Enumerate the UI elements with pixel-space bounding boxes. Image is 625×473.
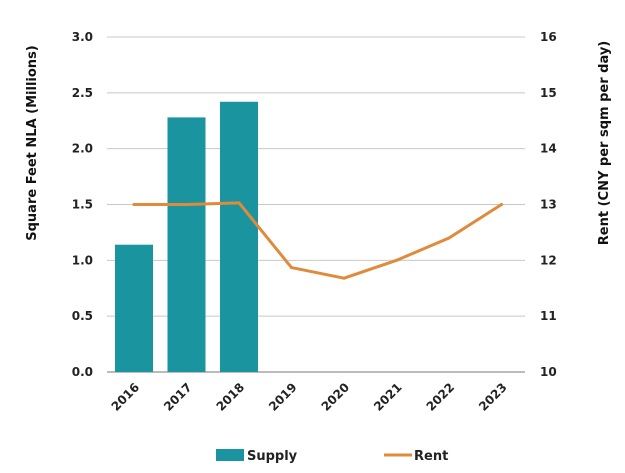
- right-tick-label: 12: [540, 253, 557, 267]
- right-tick-label: 16: [540, 30, 557, 44]
- rent-point: [290, 266, 293, 270]
- rent-point: [447, 236, 451, 240]
- legend-rent-label: Rent: [414, 449, 448, 464]
- right-tick-label: 14: [540, 142, 557, 156]
- left-axis-title: Square Feet NLA (Millions): [25, 45, 40, 241]
- supply-bar: [115, 244, 153, 372]
- left-axis-ticks: 0.0 0.5 1.0 1.5 2.0 2.5 3.0: [72, 30, 93, 379]
- supply-bar: [167, 117, 206, 373]
- rent-point: [185, 203, 188, 206]
- x-tick-label: 2017: [161, 380, 195, 414]
- legend-supply-label: Supply: [247, 449, 298, 464]
- right-axis-ticks: 10 11 12 13 14 15 16: [540, 30, 557, 379]
- left-tick-label: 1.0: [72, 253, 93, 267]
- x-tick-label: 2018: [214, 380, 248, 414]
- legend-supply-swatch: [216, 449, 244, 461]
- left-tick-label: 3.0: [72, 30, 93, 44]
- supply-bar: [220, 101, 258, 373]
- right-tick-label: 13: [540, 198, 557, 212]
- rent-line-layer: [132, 201, 503, 280]
- x-tick-label: 2019: [266, 380, 300, 414]
- x-tick-label: 2023: [476, 380, 510, 414]
- x-tick-label: 2020: [319, 380, 353, 414]
- supply-bars: [115, 101, 258, 373]
- left-tick-label: 0.0: [72, 365, 93, 379]
- rent-point: [132, 203, 136, 206]
- left-tick-label: 1.5: [72, 198, 93, 212]
- left-tick-label: 0.5: [72, 309, 93, 323]
- x-tick-label: 2021: [371, 380, 405, 414]
- x-axis-ticks: 2016 2017 2018 2019 2020 2021 2022 2023: [109, 380, 510, 414]
- rent-point: [500, 203, 503, 206]
- right-tick-label: 10: [540, 365, 557, 379]
- right-tick-label: 15: [540, 86, 557, 100]
- rent-point: [342, 276, 346, 280]
- left-tick-label: 2.5: [72, 86, 93, 100]
- rent-point: [395, 258, 398, 262]
- x-tick-label: 2016: [109, 380, 143, 414]
- rent-point: [237, 201, 241, 205]
- legend: Supply Rent: [216, 449, 448, 464]
- left-tick-label: 2.0: [72, 142, 93, 156]
- x-tick-label: 2022: [424, 380, 458, 414]
- right-tick-label: 11: [540, 309, 557, 323]
- right-axis-title: Rent (CNY per sqm per day): [597, 41, 612, 245]
- rent-line: [132, 201, 503, 280]
